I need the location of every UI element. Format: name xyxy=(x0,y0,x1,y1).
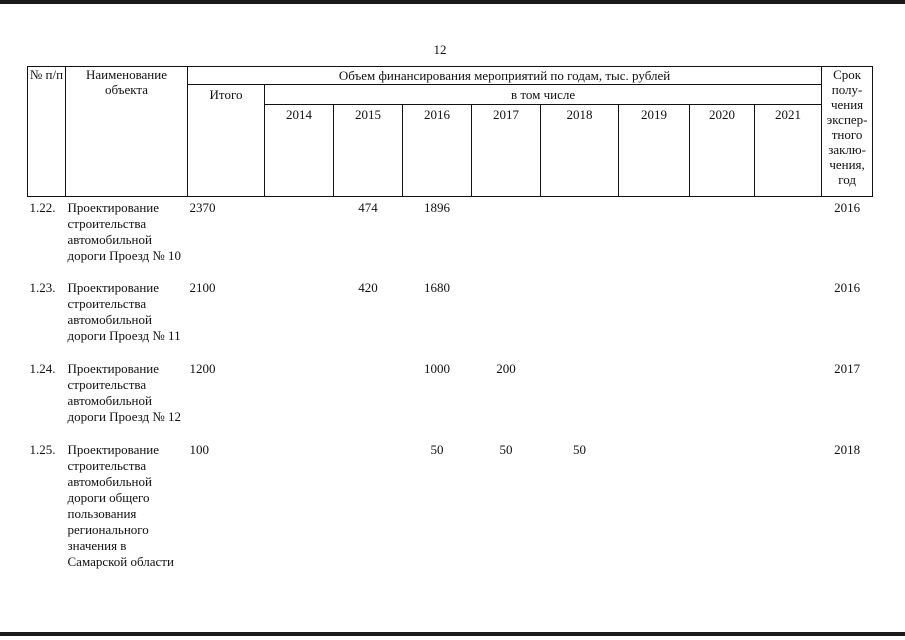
total-value: 100 xyxy=(189,441,210,457)
table-row: 1.24. Проектирование строительства автомо… xyxy=(28,358,873,439)
financing-table: № п/п Наименование объекта Объем финанси… xyxy=(27,66,874,589)
top-rule xyxy=(0,0,905,4)
year-value-2019 xyxy=(619,277,690,358)
year-value-2015: 420 xyxy=(358,279,378,295)
object-name: Проектирование строительства автомобильн… xyxy=(67,279,181,343)
year-value-2021 xyxy=(755,197,822,277)
row-number: 1.23. xyxy=(29,279,56,295)
row-number: 1.24. xyxy=(29,360,56,376)
header-num: № п/п xyxy=(27,66,66,197)
year-value-2015: 474 xyxy=(358,200,378,215)
year-value-2019 xyxy=(619,358,690,439)
header-year-2020: 2020 xyxy=(689,104,755,197)
year-value-2016: 50 xyxy=(430,441,444,457)
table-row: 1.25. Проектирование строительства автомо… xyxy=(28,439,873,589)
table-body: 1.22. Проектирование строительства автомо… xyxy=(28,197,873,589)
deadline-value: 2017 xyxy=(834,360,861,376)
header-year-2021: 2021 xyxy=(753,104,823,197)
year-value-2016: 1000 xyxy=(424,360,450,376)
header-volume: Объем финансирования мероприятий по года… xyxy=(186,66,823,85)
header-year-2014: 2014 xyxy=(264,104,334,197)
table-row: 1.22. Проектирование строительства автомо… xyxy=(28,197,873,277)
row-number: 1.22. xyxy=(29,200,56,215)
header-year-2018: 2018 xyxy=(540,104,619,197)
year-value-2017 xyxy=(472,197,541,277)
year-value-2018 xyxy=(541,277,619,358)
year-value-2014 xyxy=(265,358,334,439)
year-value-2017 xyxy=(472,277,541,358)
total-value: 1200 xyxy=(189,360,216,376)
year-value-2018 xyxy=(541,358,619,439)
total-value: 2370 xyxy=(189,200,216,215)
year-value-2020 xyxy=(690,197,755,277)
year-value-2014 xyxy=(265,277,334,358)
header-total: Итого xyxy=(187,84,265,197)
header-year-2019: 2019 xyxy=(618,104,690,197)
header-deadline: Срок полу-чения экспер-тного заклю-чения… xyxy=(821,66,874,197)
deadline-value: 2016 xyxy=(834,279,861,295)
header-year-2017: 2017 xyxy=(471,104,541,197)
row-number: 1.25. xyxy=(29,441,56,457)
header-name: Наименование объекта xyxy=(65,66,188,197)
year-value-2014 xyxy=(265,197,334,277)
deadline-value: 2016 xyxy=(834,200,861,215)
year-value-2020 xyxy=(690,439,755,589)
bottom-rule xyxy=(0,632,905,636)
year-value-2015 xyxy=(334,439,403,589)
year-value-2016: 1680 xyxy=(424,279,450,295)
year-value-2019 xyxy=(619,439,690,589)
header-year-2015: 2015 xyxy=(333,104,403,197)
object-name: Проектирование строительства автомобильн… xyxy=(67,360,182,424)
year-value-2018: 50 xyxy=(573,441,586,457)
page-number: 12 xyxy=(433,42,447,57)
object-name: Проектирование строительства автомобильн… xyxy=(67,441,174,569)
table-row: 1.23. Проектирование строительства автомо… xyxy=(28,277,873,358)
year-value-2021 xyxy=(755,358,822,439)
year-value-2016: 1896 xyxy=(424,200,450,215)
year-value-2020 xyxy=(690,358,755,439)
year-value-2017: 50 xyxy=(499,441,513,457)
year-value-2021 xyxy=(755,439,822,589)
year-value-2020 xyxy=(690,277,755,358)
year-value-2017: 200 xyxy=(496,360,516,376)
deadline-value: 2018 xyxy=(834,441,861,457)
year-value-2021 xyxy=(755,277,822,358)
header-year-2016: 2016 xyxy=(402,104,472,197)
year-value-2018 xyxy=(541,197,619,277)
year-value-2015 xyxy=(334,358,403,439)
total-value: 2100 xyxy=(189,279,216,295)
header-including: в том числе xyxy=(263,84,823,105)
year-value-2019 xyxy=(619,197,690,277)
object-name: Проектирование строительства автомобильн… xyxy=(67,200,182,263)
year-value-2014 xyxy=(265,439,334,589)
